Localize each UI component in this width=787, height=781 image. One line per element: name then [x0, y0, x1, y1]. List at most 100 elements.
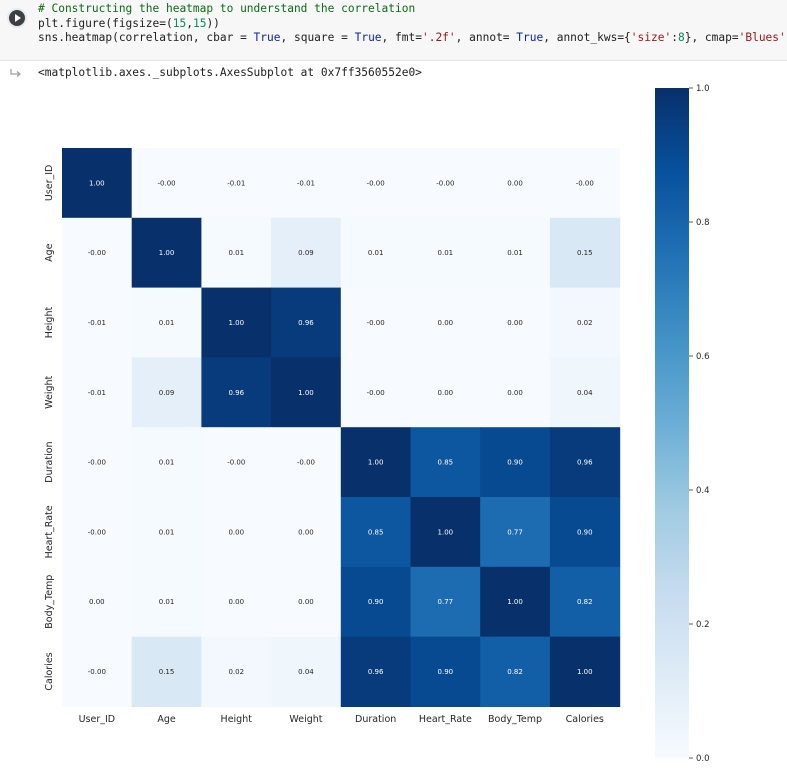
heatmap-cell — [549, 287, 621, 358]
colorbar-tick-label: 0.6 — [696, 352, 710, 362]
heatmap-annotation: 0.04 — [298, 668, 314, 676]
heatmap-cell — [549, 497, 621, 568]
heatmap-annotation: 0.77 — [507, 528, 523, 536]
colorbar-tick-label: 0.8 — [696, 218, 710, 228]
heatmap-cell — [131, 148, 202, 219]
heatmap-annotation: 0.00 — [507, 179, 523, 187]
run-cell-button[interactable] — [9, 10, 25, 26]
heatmap-annotation: -0.00 — [367, 319, 385, 327]
heatmap-annotation: 0.96 — [298, 319, 314, 327]
colorbar-tick-label: 0.2 — [696, 620, 710, 630]
heatmap-annotation: 0.85 — [368, 528, 384, 536]
x-tick-label: Body_Temp — [488, 714, 542, 725]
heatmap-annotation: 0.96 — [228, 389, 244, 397]
heatmap-annotation: -0.00 — [436, 179, 454, 187]
heatmap-annotation: -0.01 — [297, 179, 315, 187]
heatmap-annotation: 0.90 — [507, 459, 523, 467]
y-tick-label: Calories — [44, 652, 55, 690]
x-tick-label: Height — [221, 714, 253, 725]
colorbar-tick-label: 1.0 — [696, 84, 710, 94]
colorbar-tick-label: 0.0 — [696, 754, 710, 764]
heatmap-annotation: 0.15 — [159, 668, 175, 676]
heatmap-cell — [131, 497, 202, 568]
heatmap-cell — [549, 217, 621, 289]
heatmap-annotation: 0.96 — [368, 668, 384, 676]
y-tick-label: Body_Temp — [44, 575, 55, 629]
heatmap-annotation: 1.00 — [298, 389, 314, 397]
heatmap-annotation: 0.00 — [298, 598, 314, 606]
heatmap-cell — [201, 357, 272, 428]
code-editor[interactable]: # Constructing the heatmap to understand… — [38, 2, 787, 44]
heatmap-cell — [131, 566, 202, 638]
heatmap-cell — [480, 497, 551, 568]
heatmap-cell — [62, 148, 133, 219]
heatmap-cell — [271, 357, 342, 428]
heatmap-cell — [340, 217, 412, 289]
heatmap-annotation: 1.00 — [159, 249, 175, 257]
heatmap-annotation: 0.01 — [159, 528, 175, 536]
heatmap-annotation: -0.00 — [576, 179, 594, 187]
heatmap-cell — [271, 427, 342, 498]
heatmap-cell — [62, 636, 133, 707]
heatmap-annotation: 0.04 — [577, 389, 593, 397]
y-tick-label: Weight — [44, 375, 55, 408]
heatmap-cell — [201, 287, 272, 358]
heatmap-annotation: 0.09 — [298, 249, 314, 257]
heatmap-annotation: 0.01 — [159, 459, 175, 467]
heatmap-cell — [549, 636, 621, 707]
heatmap-cell — [131, 636, 202, 707]
y-tick-label: Age — [44, 243, 55, 262]
y-tick-labels: User_ID Age Height Weight Duration Heart_Rate… — [44, 165, 55, 691]
heatmap-annotation: 0.09 — [159, 389, 175, 397]
heatmap-annotation: -0.00 — [227, 459, 245, 467]
heatmap-annotation: 0.90 — [438, 668, 454, 676]
heatmap-annotation: 1.00 — [89, 179, 105, 187]
heatmap-cell — [271, 636, 342, 707]
colorbar-tick-label: 0.4 — [696, 486, 710, 496]
heatmap-cell — [340, 566, 412, 638]
heatmap-cell — [410, 287, 481, 358]
output-arrow-icon — [10, 69, 21, 77]
heatmap-annotation: 0.82 — [507, 668, 523, 676]
heatmap-cell — [62, 566, 133, 638]
heatmap-cell — [271, 497, 342, 568]
heatmap-annotation: 1.00 — [228, 319, 244, 327]
heatmap-cell — [201, 148, 272, 219]
heatmap-annotation: 0.82 — [577, 598, 593, 606]
heatmap-annotation: 0.00 — [438, 319, 454, 327]
heatmap-annotation: 0.01 — [159, 598, 175, 606]
heatmap-cell — [410, 357, 481, 428]
heatmap-annotation: 1.00 — [438, 528, 454, 536]
heatmap-annotations: 1.00 -0.00 -0.01 -0.01 -0.00 -0.00 0.00 -0.00 -0… — [88, 179, 594, 676]
heatmap-annotation: 0.77 — [438, 598, 454, 606]
x-tick-label: Age — [157, 714, 176, 725]
x-tick-label: Calories — [566, 714, 604, 725]
heatmap-cell — [549, 357, 621, 428]
heatmap-annotation: 0.00 — [438, 389, 454, 397]
heatmap-cell — [62, 497, 133, 568]
x-tick-label: Weight — [289, 714, 322, 725]
heatmap-cell — [480, 217, 551, 289]
heatmap-cell — [410, 427, 481, 498]
heatmap-cell — [410, 636, 481, 707]
heatmap-annotation: -0.01 — [88, 319, 106, 327]
x-tick-label: User_ID — [79, 714, 116, 725]
heatmap-cell — [201, 427, 272, 498]
heatmap-annotation: 0.00 — [507, 319, 523, 327]
heatmap-annotation: -0.00 — [88, 249, 106, 257]
y-tick-label: User_ID — [44, 165, 55, 202]
heatmap-annotation: 0.01 — [159, 319, 175, 327]
y-tick-label: Heart_Rate — [44, 505, 55, 558]
heatmap-cell — [62, 287, 133, 358]
code-cell[interactable]: # Constructing the heatmap to understand… — [0, 0, 787, 61]
heatmap-cell — [480, 427, 551, 498]
heatmap-annotation: 0.90 — [577, 528, 593, 536]
heatmap-cell — [480, 148, 551, 219]
heatmap-cell — [62, 427, 133, 498]
heatmap-cell — [271, 566, 342, 638]
heatmap-cell — [410, 566, 481, 638]
x-tick-label: Heart_Rate — [419, 714, 472, 725]
heatmap-annotation: 1.00 — [507, 598, 523, 606]
heatmap-annotation: 0.00 — [298, 528, 314, 536]
heatmap-annotation: 0.00 — [228, 598, 244, 606]
